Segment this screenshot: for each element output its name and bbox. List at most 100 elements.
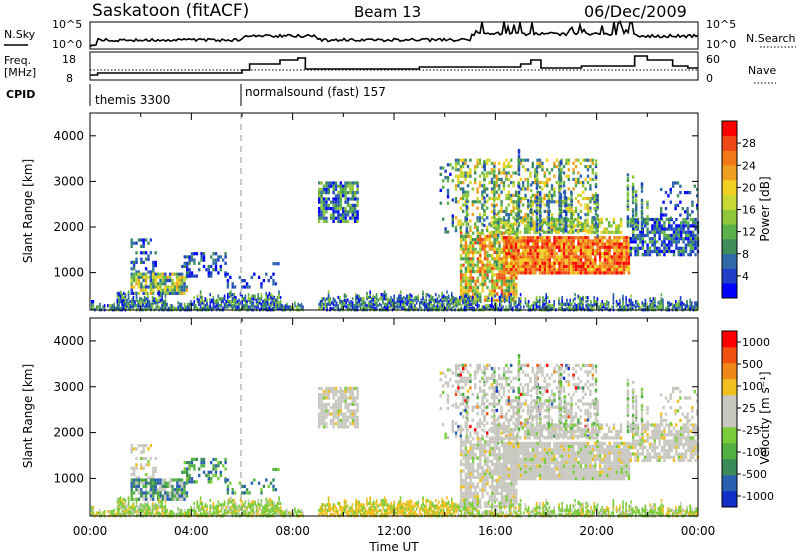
- power-cell: [529, 271, 532, 275]
- power-cell: [555, 230, 558, 234]
- power-cell: [565, 255, 568, 259]
- power-streak-cell: [539, 192, 542, 197]
- power-ground-cell: [566, 298, 568, 302]
- velocity-cell: [132, 473, 136, 477]
- power-cell: [615, 242, 619, 246]
- power-cell: [149, 291, 153, 295]
- power-cell: [507, 165, 510, 169]
- power-cell: [584, 258, 587, 262]
- power-cell: [562, 239, 566, 243]
- power-cell: [183, 264, 186, 269]
- power-cell: [541, 245, 544, 249]
- power-streak-cell: [493, 175, 496, 179]
- power-streak-cell: [565, 200, 568, 204]
- power-cell: [692, 246, 695, 250]
- power-cell: [457, 158, 460, 162]
- power-cell: [464, 247, 468, 251]
- power-ground-cell: [124, 297, 127, 301]
- power-cell: [572, 171, 575, 175]
- power-cell: [606, 242, 609, 246]
- power-cell: [474, 282, 477, 286]
- power-cell: [543, 193, 546, 197]
- power-cell: [507, 190, 510, 194]
- power-cell: [330, 200, 333, 204]
- power-cell: [176, 279, 179, 283]
- power-cell: [548, 236, 551, 240]
- power-cell: [505, 236, 508, 240]
- y-tick-label: 1000: [53, 266, 84, 280]
- power-cell: [515, 286, 518, 290]
- power-ground-cell: [465, 294, 467, 298]
- power-streak-cell: [539, 200, 542, 204]
- power-cell: [667, 194, 670, 198]
- power-cell: [505, 268, 508, 272]
- power-cell: [644, 224, 647, 228]
- power-cell: [534, 245, 537, 249]
- power-cell: [663, 237, 666, 241]
- power-cell: [560, 242, 563, 246]
- power-cell: [636, 221, 640, 225]
- power-cell: [598, 268, 602, 272]
- power-streak-cell: [527, 217, 530, 221]
- power-ground-cell: [465, 300, 467, 304]
- power-streak-cell: [517, 212, 521, 216]
- power-streak-cell: [640, 222, 644, 226]
- power-cell: [534, 200, 537, 204]
- power-cell: [137, 238, 141, 242]
- power-cell: [557, 230, 560, 234]
- colorbar-tick-label: 24: [742, 159, 756, 172]
- power-ground-cell: [497, 306, 499, 310]
- power-cell: [574, 181, 578, 185]
- power-cell: [495, 266, 499, 270]
- power-ground-cell: [369, 304, 371, 308]
- power-cell: [634, 237, 637, 241]
- power-ground-cell: [553, 302, 555, 306]
- power-streak-cell: [493, 211, 496, 216]
- power-ground-cell: [155, 301, 157, 305]
- power-cell: [471, 289, 475, 293]
- power-cell: [457, 181, 460, 185]
- power-streak-cell: [594, 201, 598, 205]
- power-cell: [507, 197, 510, 201]
- power-ground-cell: [628, 298, 631, 302]
- power-cell: [562, 252, 566, 256]
- power-streak-cell: [594, 223, 598, 227]
- power-cell: [439, 172, 442, 176]
- power-cell: [553, 229, 556, 233]
- power-cell: [582, 252, 585, 256]
- power-streak-cell: [640, 215, 644, 219]
- power-ground-cell: [607, 301, 610, 305]
- power-cell: [505, 289, 508, 293]
- power-cell: [613, 258, 616, 262]
- power-cell: [471, 263, 475, 267]
- power-cell: [479, 231, 482, 235]
- power-streak-cell: [570, 197, 573, 201]
- power-streak-cell: [547, 225, 550, 229]
- power-ground-cell: [532, 306, 535, 310]
- power-streak-cell: [631, 175, 635, 179]
- power-streak-cell: [594, 194, 598, 198]
- power-ground-cell: [332, 297, 335, 301]
- power-cell: [467, 254, 470, 258]
- power-ground-cell: [630, 305, 632, 309]
- power-cell: [512, 203, 515, 207]
- power-cell: [502, 239, 506, 243]
- power-cell: [687, 224, 690, 228]
- power-cell: [601, 242, 604, 246]
- power-ground-cell: [695, 301, 698, 305]
- power-cell: [656, 230, 659, 234]
- power-cell: [622, 245, 626, 249]
- power-ground-cell: [476, 297, 479, 301]
- power-ground-cell: [324, 305, 327, 309]
- power-cell: [342, 184, 345, 188]
- power-ground-cell: [257, 304, 259, 308]
- velocity-cell: [154, 478, 157, 482]
- power-streak-cell: [570, 221, 573, 225]
- power-cell: [354, 181, 357, 185]
- power-ground-cell: [439, 302, 442, 306]
- power-ground-cell: [247, 305, 250, 309]
- power-cell: [615, 264, 619, 269]
- power-cell: [558, 261, 561, 265]
- power-cell: [190, 271, 194, 275]
- power-cell: [529, 171, 532, 175]
